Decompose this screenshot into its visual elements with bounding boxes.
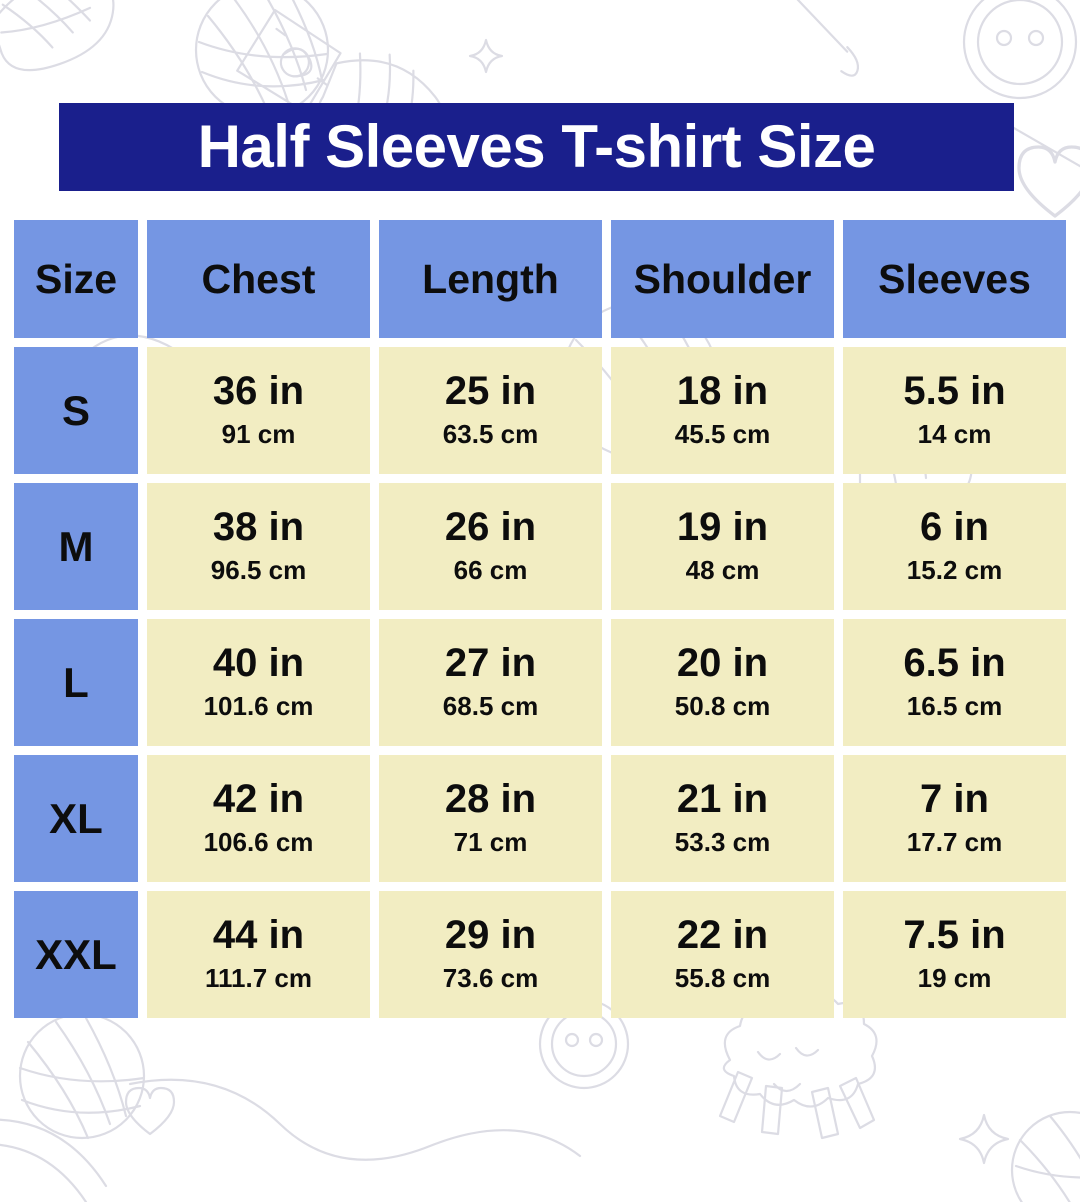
- table-row: L 40 in 101.6 cm 27 in 68.5 cm 20 in 50.…: [14, 619, 1066, 746]
- size-label: L: [63, 658, 89, 706]
- value-cm: 106.6 cm: [203, 827, 314, 858]
- value-cm: 17.7 cm: [906, 827, 1003, 858]
- value-cm: 91 cm: [221, 419, 296, 450]
- size-cell: XL: [14, 755, 138, 882]
- value-inches: 38 in: [212, 505, 305, 550]
- shoulder-cell: 19 in 48 cm: [611, 483, 834, 610]
- column-header-label: Chest: [201, 255, 316, 302]
- value-inches: 29 in: [444, 913, 537, 958]
- table-row: S 36 in 91 cm 25 in 63.5 cm 18 in 45.5 c…: [14, 347, 1066, 474]
- size-cell: L: [14, 619, 138, 746]
- value-cm: 66 cm: [453, 555, 528, 586]
- page-title: Half Sleeves T-shirt Size: [197, 113, 876, 180]
- length-cell: 26 in 66 cm: [379, 483, 602, 610]
- value-inches: 36 in: [212, 369, 305, 414]
- sleeves-cell: 6 in 15.2 cm: [843, 483, 1066, 610]
- size-label: M: [58, 522, 94, 570]
- shoulder-cell: 21 in 53.3 cm: [611, 755, 834, 882]
- column-header-sleeves: Sleeves: [843, 220, 1066, 338]
- table-row: XL 42 in 106.6 cm 28 in 71 cm 21 in 53.3…: [14, 755, 1066, 882]
- value-inches: 22 in: [676, 913, 769, 958]
- sleeves-cell: 7 in 17.7 cm: [843, 755, 1066, 882]
- value-inches: 27 in: [444, 641, 537, 686]
- length-cell: 29 in 73.6 cm: [379, 891, 602, 1018]
- value-cm: 101.6 cm: [203, 691, 314, 722]
- column-header-label: Sleeves: [878, 255, 1031, 302]
- column-header-chest: Chest: [147, 220, 370, 338]
- value-inches: 25 in: [444, 369, 537, 414]
- value-inches: 5.5 in: [903, 369, 1006, 414]
- value-cm: 19 cm: [917, 963, 992, 994]
- length-cell: 25 in 63.5 cm: [379, 347, 602, 474]
- chest-cell: 44 in 111.7 cm: [147, 891, 370, 1018]
- chest-cell: 42 in 106.6 cm: [147, 755, 370, 882]
- value-cm: 96.5 cm: [210, 555, 307, 586]
- shoulder-cell: 20 in 50.8 cm: [611, 619, 834, 746]
- value-cm: 71 cm: [453, 827, 528, 858]
- value-inches: 21 in: [676, 777, 769, 822]
- value-inches: 28 in: [444, 777, 537, 822]
- value-inches: 7 in: [920, 777, 989, 822]
- size-label: XXL: [35, 930, 117, 978]
- value-inches: 18 in: [676, 369, 769, 414]
- title-banner: Half Sleeves T-shirt Size: [59, 103, 1014, 191]
- value-cm: 63.5 cm: [442, 419, 539, 450]
- value-cm: 73.6 cm: [442, 963, 539, 994]
- value-cm: 53.3 cm: [674, 827, 771, 858]
- value-inches: 20 in: [676, 641, 769, 686]
- value-inches: 19 in: [676, 505, 769, 550]
- value-inches: 40 in: [212, 641, 305, 686]
- column-header-length: Length: [379, 220, 602, 338]
- value-inches: 44 in: [212, 913, 305, 958]
- column-header-label: Length: [422, 255, 559, 302]
- value-inches: 6.5 in: [903, 641, 1006, 686]
- value-inches: 6 in: [920, 505, 989, 550]
- value-cm: 45.5 cm: [674, 419, 771, 450]
- column-header-size: Size: [14, 220, 138, 338]
- sleeves-cell: 7.5 in 19 cm: [843, 891, 1066, 1018]
- size-chart-table: Size Chest Length Shoulder Sleeves S 36 …: [14, 220, 1066, 1018]
- value-cm: 50.8 cm: [674, 691, 771, 722]
- length-cell: 28 in 71 cm: [379, 755, 602, 882]
- value-cm: 48 cm: [685, 555, 760, 586]
- length-cell: 27 in 68.5 cm: [379, 619, 602, 746]
- sleeves-cell: 6.5 in 16.5 cm: [843, 619, 1066, 746]
- value-cm: 15.2 cm: [906, 555, 1003, 586]
- sleeves-cell: 5.5 in 14 cm: [843, 347, 1066, 474]
- chest-cell: 40 in 101.6 cm: [147, 619, 370, 746]
- size-cell: S: [14, 347, 138, 474]
- value-inches: 7.5 in: [903, 913, 1006, 958]
- value-inches: 26 in: [444, 505, 537, 550]
- value-cm: 55.8 cm: [674, 963, 771, 994]
- size-cell: M: [14, 483, 138, 610]
- table-header-row: Size Chest Length Shoulder Sleeves: [14, 220, 1066, 338]
- size-label: S: [61, 386, 90, 434]
- chest-cell: 36 in 91 cm: [147, 347, 370, 474]
- size-cell: XXL: [14, 891, 138, 1018]
- table-row: XXL 44 in 111.7 cm 29 in 73.6 cm 22 in 5…: [14, 891, 1066, 1018]
- column-header-label: Size: [34, 255, 118, 302]
- value-cm: 68.5 cm: [442, 691, 539, 722]
- value-inches: 42 in: [212, 777, 305, 822]
- value-cm: 16.5 cm: [906, 691, 1003, 722]
- shoulder-cell: 22 in 55.8 cm: [611, 891, 834, 1018]
- column-header-label: Shoulder: [633, 255, 812, 302]
- column-header-shoulder: Shoulder: [611, 220, 834, 338]
- chest-cell: 38 in 96.5 cm: [147, 483, 370, 610]
- value-cm: 14 cm: [917, 419, 992, 450]
- size-label: XL: [49, 794, 103, 842]
- table-row: M 38 in 96.5 cm 26 in 66 cm 19 in 48 cm …: [14, 483, 1066, 610]
- shoulder-cell: 18 in 45.5 cm: [611, 347, 834, 474]
- value-cm: 111.7 cm: [205, 963, 312, 994]
